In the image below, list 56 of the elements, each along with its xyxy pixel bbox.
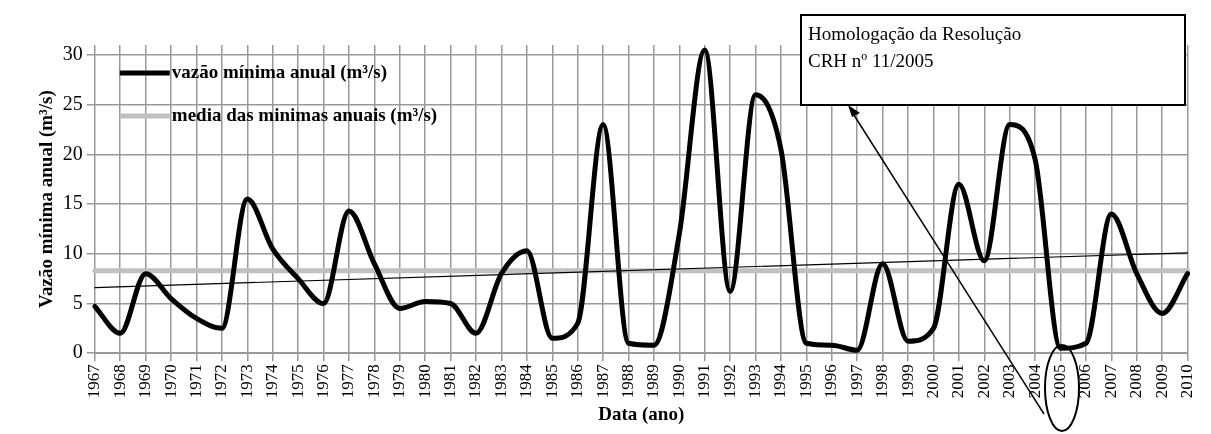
- x-tick-label: 1971: [185, 364, 205, 399]
- x-tick-label: 1992: [719, 364, 739, 399]
- x-tick-label: 1972: [211, 364, 231, 399]
- callout-box: Homologação da Resolução CRH nº 11/2005: [800, 14, 1186, 106]
- x-tick-label: 1973: [236, 364, 256, 399]
- x-tick-label: 1974: [262, 363, 282, 399]
- x-tick-label: 1967: [84, 363, 104, 399]
- x-tick-label: 1994: [770, 363, 790, 399]
- x-tick-label: 1968: [109, 364, 129, 399]
- x-tick-label: 1983: [490, 364, 510, 399]
- x-tick-label: 2000: [922, 364, 942, 399]
- x-tick-label: 1970: [160, 364, 180, 399]
- x-tick-label: 1991: [694, 364, 714, 399]
- legend-label: media das minimas anuais (m³/s): [171, 103, 438, 126]
- x-tick-label: 1986: [567, 364, 587, 399]
- x-tick-label: 2003: [999, 364, 1019, 399]
- x-tick-label: 1982: [465, 364, 485, 399]
- x-tick-label: 1987: [592, 363, 612, 399]
- x-tick-label: 1981: [440, 364, 460, 399]
- x-tick-label: 2005: [1050, 364, 1069, 399]
- y-tick-label: 10: [62, 241, 83, 264]
- x-tick-label: 1993: [745, 364, 765, 399]
- x-tick-label: 1979: [389, 364, 409, 399]
- y-tick-label: 15: [62, 191, 83, 214]
- y-axis-title: Vazão mínima anual (m³/s): [35, 90, 58, 308]
- x-tick-label: 1977: [338, 363, 358, 399]
- x-tick-label: 1975: [287, 364, 307, 399]
- x-tick-label: 2007: [1100, 363, 1120, 399]
- x-tick-label: 1976: [312, 364, 332, 399]
- y-tick-label: 25: [62, 91, 83, 114]
- x-tick-label: 2004: [1024, 363, 1044, 399]
- x-tick-label: 1997: [846, 363, 866, 399]
- x-tick-label: 1998: [872, 364, 892, 399]
- x-tick-label: 1990: [668, 364, 688, 399]
- x-tick-label: 2001: [948, 364, 968, 399]
- x-tick-label: 1978: [363, 364, 383, 399]
- x-tick-label: 1980: [414, 364, 434, 399]
- x-tick-label: 1995: [795, 364, 815, 399]
- x-tick-label: 1985: [541, 364, 561, 399]
- x-tick-label: 1988: [617, 364, 637, 399]
- x-tick-label: 1989: [643, 364, 663, 399]
- y-tick-label: 20: [62, 141, 83, 164]
- x-tick-label: 2009: [1151, 364, 1171, 399]
- x-tick-label: 1969: [135, 364, 155, 399]
- y-tick-label: 0: [72, 340, 83, 363]
- legend-label: vazão mínima anual (m³/s): [171, 60, 388, 83]
- y-tick-label: 30: [62, 42, 83, 65]
- x-tick-label: 2006: [1075, 364, 1095, 399]
- x-tick-label: 1984: [516, 363, 536, 399]
- x-axis-title: Data (ano): [598, 402, 685, 425]
- x-tick-label: 2002: [973, 364, 993, 399]
- y-tick-label: 5: [72, 290, 83, 313]
- x-tick-label: 2008: [1126, 364, 1146, 399]
- x-tick-label: 1996: [821, 364, 841, 399]
- x-tick-label: 2010: [1177, 364, 1197, 399]
- x-tick-label: 1999: [897, 364, 917, 399]
